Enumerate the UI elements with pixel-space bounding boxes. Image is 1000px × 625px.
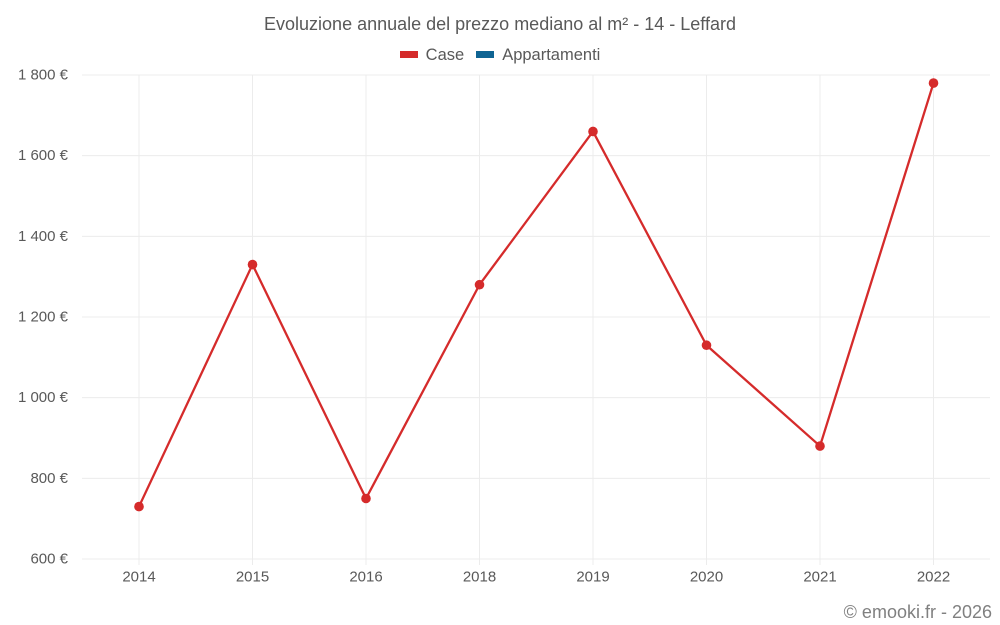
svg-text:1 600 €: 1 600 € [18, 147, 69, 164]
svg-text:2019: 2019 [576, 569, 609, 586]
svg-text:800 €: 800 € [30, 470, 68, 487]
svg-text:2020: 2020 [690, 569, 723, 586]
svg-text:1 000 €: 1 000 € [18, 389, 69, 406]
svg-text:1 400 €: 1 400 € [18, 228, 69, 245]
svg-text:2016: 2016 [349, 569, 382, 586]
svg-text:2022: 2022 [917, 569, 950, 586]
svg-text:1 200 €: 1 200 € [18, 309, 69, 326]
svg-text:2018: 2018 [463, 569, 496, 586]
svg-text:600 €: 600 € [30, 551, 68, 568]
svg-text:2014: 2014 [122, 569, 155, 586]
svg-text:1 800 €: 1 800 € [18, 67, 69, 84]
svg-text:2021: 2021 [803, 569, 836, 586]
svg-text:2015: 2015 [236, 569, 269, 586]
